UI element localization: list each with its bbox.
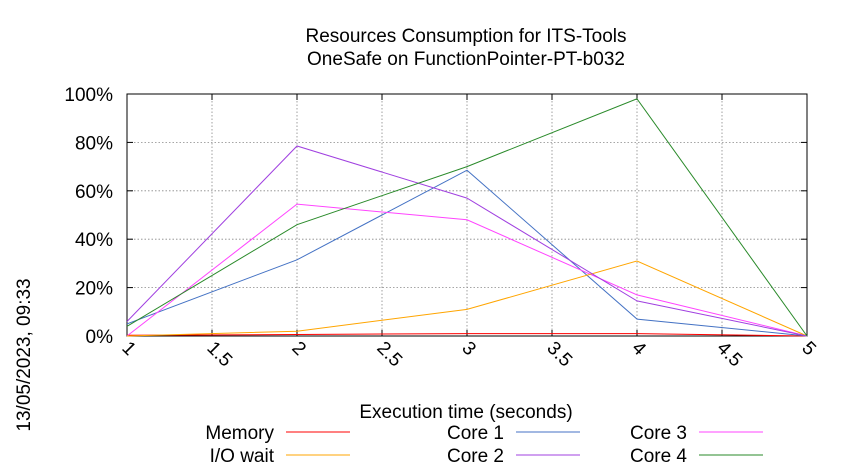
series-line-core-4 xyxy=(126,98,808,337)
x-tick-label: 2 xyxy=(287,338,309,360)
legend-label-memory: Memory xyxy=(205,423,274,444)
series-line-i-o-wait xyxy=(126,260,808,337)
grid-lines xyxy=(127,94,807,336)
x-tick-label: 1 xyxy=(117,338,139,360)
legend: Memory Core 1 Core 3 I/O wait Core 2 Core 4 xyxy=(205,423,763,467)
x-axis-ticks: 1 1.5 2 2.5 3 3.5 4 4.5 5 xyxy=(117,94,820,372)
x-tick-label: 5 xyxy=(797,338,819,360)
timestamp-label: 13/05/2023, 09:33 xyxy=(14,278,35,431)
legend-label-core-4: Core 4 xyxy=(630,446,687,467)
y-tick-label: 40% xyxy=(75,230,113,251)
y-tick-label: 20% xyxy=(75,279,113,300)
chart-title-line-2: OneSafe on FunctionPointer-PT-b032 xyxy=(307,49,625,70)
legend-label-i-o-wait: I/O wait xyxy=(210,446,275,467)
y-tick-label: 100% xyxy=(64,85,113,106)
y-tick-label: 60% xyxy=(75,182,113,203)
x-tick-label: 4.5 xyxy=(712,338,746,372)
series-line-memory xyxy=(126,333,808,337)
series-line-core-3 xyxy=(126,203,808,337)
legend-label-core-3: Core 3 xyxy=(630,423,687,444)
y-axis-ticks: 0% 20% 40% 60% 80% 100% xyxy=(64,85,807,348)
data-series xyxy=(126,98,808,337)
x-axis-label: Execution time (seconds) xyxy=(359,402,572,423)
y-tick-label: 80% xyxy=(75,133,113,154)
x-tick-label: 4 xyxy=(627,338,650,361)
x-tick-label: 3 xyxy=(457,338,479,360)
legend-label-core-1: Core 1 xyxy=(447,423,504,444)
legend-label-core-2: Core 2 xyxy=(447,446,504,467)
x-tick-label: 1.5 xyxy=(202,338,236,372)
y-tick-label: 0% xyxy=(86,327,114,348)
x-tick-label: 2.5 xyxy=(372,338,406,372)
x-tick-label: 3.5 xyxy=(542,338,576,372)
series-line-core-1 xyxy=(126,169,808,337)
series-line-core-2 xyxy=(126,145,808,337)
chart-title-line-1: Resources Consumption for ITS-Tools xyxy=(305,26,626,47)
